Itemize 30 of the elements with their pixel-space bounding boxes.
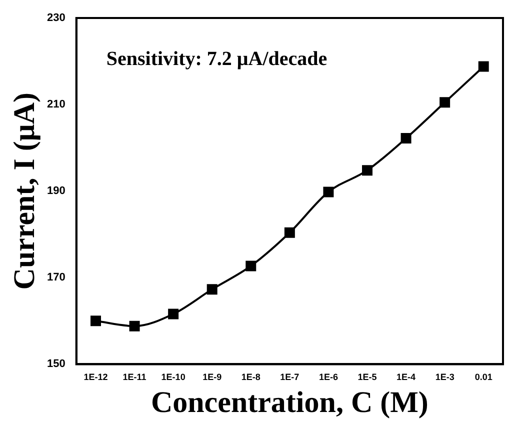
point [206, 284, 218, 295]
x-tick-label: 1E-8 [241, 372, 260, 382]
point [323, 186, 334, 198]
x-tick-label: 1E-10 [161, 372, 186, 382]
x-tick-label: 1E-5 [358, 372, 377, 382]
x-axis-title: Concentration, C (M) [150, 386, 428, 419]
point [90, 316, 101, 326]
point [362, 165, 372, 176]
x-tick-label: 1E-9 [202, 372, 222, 382]
point [478, 61, 489, 72]
annotation: Sensitivity: 7.2 μA/decade [106, 48, 328, 70]
point [246, 260, 256, 272]
x-tick-label: 1E-7 [280, 372, 300, 382]
x-tick-label: 0.01 [474, 372, 492, 382]
x-tick-label: 1E-11 [122, 372, 146, 382]
x-tick-label: 1E-4 [396, 372, 416, 382]
y-tick-label: 230 [46, 12, 66, 24]
x-tick-label: 1E-6 [318, 372, 338, 382]
y-tick-label: 170 [46, 272, 66, 284]
x-tick-label: 1E-3 [435, 372, 454, 382]
x-tick-label: 1E-12 [84, 372, 108, 382]
y-axis-title: Current, I (μA) [8, 92, 41, 290]
point [129, 320, 140, 332]
y-tick-label: 210 [46, 98, 66, 111]
point [168, 308, 179, 320]
y-tick-label: 190 [46, 185, 66, 198]
y-tick-label: 150 [46, 358, 66, 370]
point [400, 133, 412, 144]
point [284, 227, 295, 238]
point [440, 97, 450, 108]
